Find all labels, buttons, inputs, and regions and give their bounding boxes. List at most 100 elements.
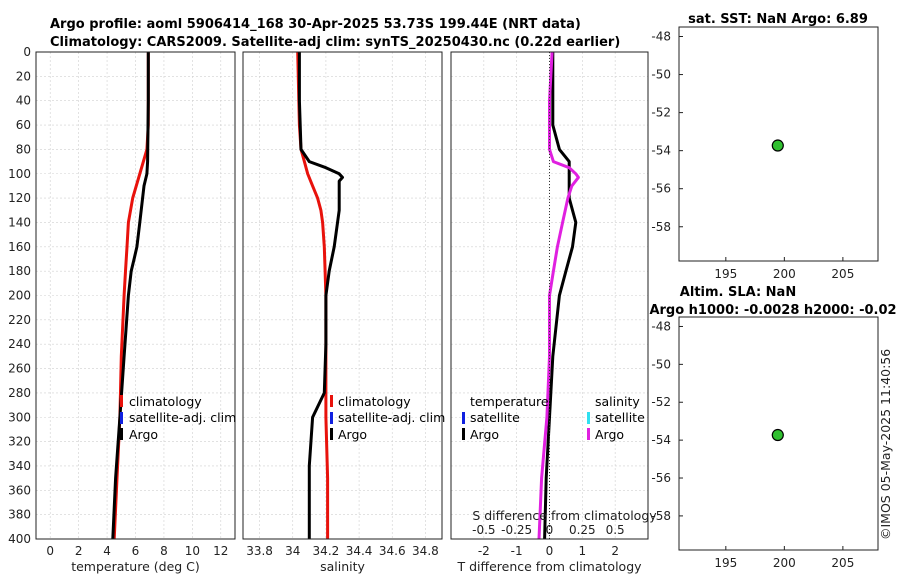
depth-tick-label: 180 [8, 264, 31, 278]
lat-tick-label: -50 [651, 357, 671, 371]
argo-position-marker [771, 428, 784, 442]
lat-tick-label: -56 [651, 182, 671, 196]
axes-frame [450, 51, 649, 540]
depth-tick-label: 300 [8, 410, 31, 424]
x-tick-label: 4 [103, 544, 111, 558]
series-line-salinity-argo [537, 51, 580, 540]
series-line-argo [297, 52, 344, 539]
s-diff-axis-label: S difference from climatology [472, 508, 657, 523]
lat-tick-label: -48 [651, 30, 671, 44]
depth-tick-label: 200 [8, 289, 31, 303]
x-tick-label: 12 [213, 544, 228, 558]
series-line-temperature-argo [543, 52, 578, 540]
series-line-climatology [112, 52, 150, 540]
x-tick-label: 10 [185, 544, 200, 558]
legend-swatch-climatology [120, 395, 123, 407]
salinity-panel: 33.8 34 34.2 34.4 34.6 34.8 salinity [242, 51, 443, 574]
x-axis-label: T difference from climatology [456, 559, 642, 574]
legend-swatch-s-satellite [587, 412, 590, 424]
depth-tick-label: 20 [16, 69, 31, 83]
sla-argo-height-title: Argo h1000: -0.0028 h2000: -0.02 [649, 303, 896, 318]
legend-t-argo: Argo [470, 427, 499, 442]
legend-climatology: climatology [129, 394, 202, 409]
depth-tick-label: 0 [23, 45, 31, 59]
lon-tick-label: 205 [831, 267, 854, 281]
sla-panel-title: Altim. SLA: NaN [680, 285, 796, 300]
legend-swatch-argo [120, 428, 123, 440]
depth-tick-label: 140 [8, 215, 31, 229]
depth-tick-label: 60 [16, 118, 31, 132]
lat-tick-label: -54 [651, 144, 671, 158]
argo-position-marker [771, 139, 784, 152]
x-tick-label: 34.4 [346, 544, 373, 558]
x-tick-label: 33.8 [246, 544, 273, 558]
depth-tick-label: 240 [8, 337, 31, 351]
depth-tick-label: 40 [16, 94, 31, 108]
x-tick-label: 34.8 [412, 544, 439, 558]
lon-tick-label: 195 [714, 556, 737, 570]
difference-panel: -2 -1 0 1 2T difference from climatology S di… [450, 51, 657, 574]
s-diff-tick-label: 0 [546, 523, 554, 537]
x-tick-label: 0 [46, 544, 54, 558]
legend-salinity-heading: salinity [595, 394, 640, 409]
x-tick-label: 34 [285, 544, 300, 558]
legend-argo: Argo [129, 427, 158, 442]
legend-s-argo: Argo [595, 427, 624, 442]
lat-tick-label: -48 [651, 319, 671, 333]
depth-tick-label: 260 [8, 362, 31, 376]
lon-tick-label: 205 [831, 556, 854, 570]
temperature-panel: 0204060801001201401601802002202402602803… [8, 45, 236, 574]
depth-tick-label: 360 [8, 483, 31, 497]
depth-tick-label: 120 [8, 191, 31, 205]
legend-swatch-t-argo [462, 428, 465, 440]
axes-frame [242, 51, 443, 540]
lon-tick-label: 200 [773, 556, 796, 570]
x-axis-label: temperature (deg C) [71, 559, 200, 574]
depth-tick-label: 80 [16, 142, 31, 156]
x-tick-label: 1 [579, 544, 587, 558]
legend-satellite-adj: satellite-adj. clim [338, 410, 445, 425]
timestamp: ©IMOS 05-May-2025 11:40:56 [878, 349, 893, 540]
lat-tick-label: -54 [651, 433, 671, 447]
legend-satellite-adj: satellite-adj. clim [129, 410, 236, 425]
x-tick-label: 8 [160, 544, 168, 558]
depth-tick-label: 380 [8, 508, 31, 522]
temperature-legend: climatology satellite-adj. clim Argo [120, 394, 236, 442]
legend-argo: Argo [338, 427, 367, 442]
s-diff-tick-label: 0.5 [606, 523, 625, 537]
depth-tick-label: 160 [8, 240, 31, 254]
depth-tick-label: 220 [8, 313, 31, 327]
depth-tick-label: 400 [8, 532, 31, 546]
lat-tick-label: -58 [651, 220, 671, 234]
depth-tick-label: 280 [8, 386, 31, 400]
lat-tick-label: -50 [651, 68, 671, 82]
lat-tick-label: -52 [651, 106, 671, 120]
sst-map-panel: 195 200 205 -48 -50 -52 -54 -56 -58 [651, 26, 879, 281]
x-tick-label: 34.6 [379, 544, 406, 558]
legend-swatch-satellite-adj [120, 412, 123, 424]
sst-panel-title: sat. SST: NaN Argo: 6.89 [688, 12, 868, 27]
legend-s-satellite: satellite [595, 410, 645, 425]
x-tick-label: 2 [611, 544, 619, 558]
lon-tick-label: 200 [773, 267, 796, 281]
s-diff-tick-label: -0.5 [472, 523, 495, 537]
map-frame [678, 26, 879, 262]
title-line2: Climatology: CARS2009. Satellite-adj cli… [50, 35, 620, 50]
depth-tick-label: 100 [8, 167, 31, 181]
legend-climatology: climatology [338, 394, 411, 409]
x-tick-label: 34.2 [313, 544, 340, 558]
x-tick-label: -2 [478, 544, 490, 558]
legend-swatch-t-satellite [462, 412, 465, 424]
x-tick-label: 0 [546, 544, 554, 558]
x-tick-label: 2 [75, 544, 83, 558]
lon-tick-label: 195 [714, 267, 737, 281]
legend-swatch-climatology [330, 395, 333, 407]
depth-tick-label: 340 [8, 459, 31, 473]
title-line1: Argo profile: aoml 5906414_168 30-Apr-20… [50, 17, 581, 32]
x-tick-label: -1 [511, 544, 523, 558]
lat-tick-label: -56 [651, 471, 671, 485]
depth-tick-label: 320 [8, 435, 31, 449]
legend-swatch-satellite-adj [330, 412, 333, 424]
difference-legend: temperature satellite Argo salinity sate… [462, 394, 645, 442]
